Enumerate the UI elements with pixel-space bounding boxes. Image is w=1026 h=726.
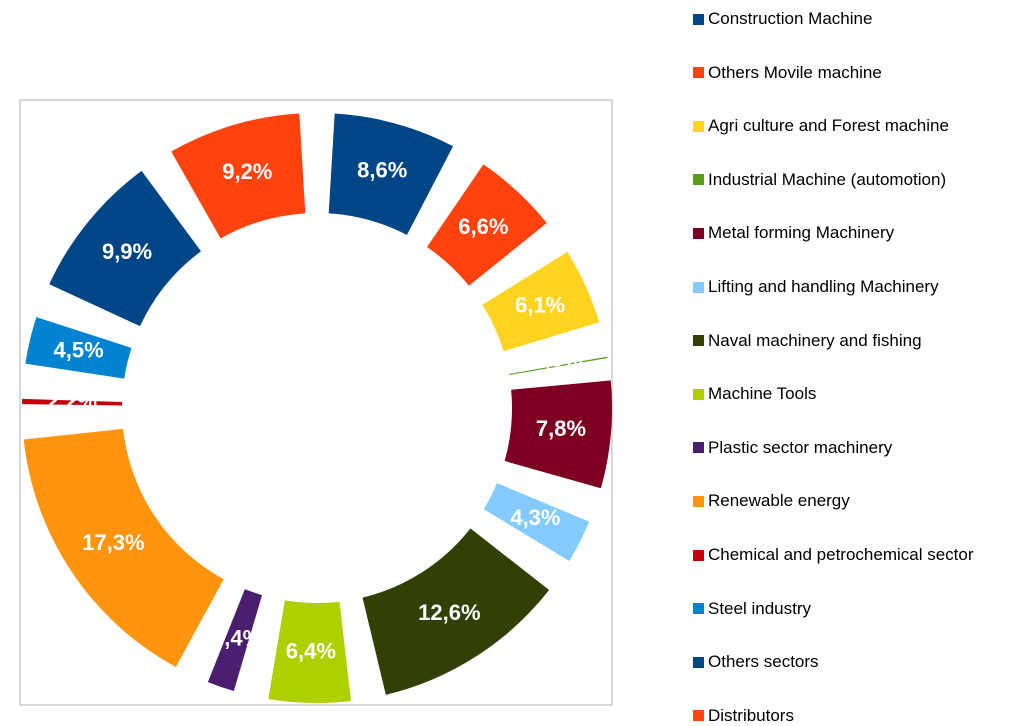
data-label: 3,4% (212, 625, 262, 650)
data-label: 4,3% (510, 505, 560, 530)
legend-label: Chemical and petrochemical sector (708, 545, 974, 564)
donut-segment (25, 317, 132, 379)
legend-label: Others sectors (708, 652, 819, 672)
donut-segment (328, 113, 454, 235)
data-label: 17,3% (82, 530, 144, 555)
legend-item: Machine Tools (693, 384, 816, 404)
legend-label: Naval machinery and fishing (708, 330, 922, 350)
legend-swatch (693, 281, 704, 293)
legend-item: Steel industry (693, 599, 811, 619)
donut-segment (22, 398, 123, 406)
donut-segment (482, 251, 600, 352)
legend-item: Others Movile machine (693, 63, 882, 83)
data-label: 6,1% (515, 292, 565, 317)
legend-label: Renewable energy (708, 491, 850, 511)
legend-item: Others sectors (693, 652, 819, 672)
legend-swatch (693, 67, 704, 79)
legend-label: Steel industry (708, 598, 811, 618)
donut-segment (207, 589, 263, 692)
legend-swatch (693, 549, 704, 561)
legend-label: Machine Tools (708, 384, 817, 404)
donut-segment (426, 164, 547, 286)
data-label: 4,5% (53, 337, 103, 362)
donut-segment (49, 170, 202, 327)
donut-segment (483, 483, 590, 561)
data-label: 9,9% (102, 239, 152, 264)
donut-segment (504, 380, 612, 489)
legend-swatch (693, 13, 704, 25)
data-label: 1,3% (532, 346, 582, 371)
donut-segment (268, 600, 352, 703)
legend-label: Distributors (708, 705, 794, 725)
donut-segment (171, 113, 306, 239)
legend-swatch (693, 174, 704, 186)
legend-item: Metal forming Machinery (693, 223, 894, 243)
legend-label: Others Movile machine (708, 62, 882, 82)
legend-swatch (693, 603, 704, 615)
legend-label: Metal forming Machinery (708, 223, 895, 243)
plot-frame (19, 99, 613, 706)
donut-segment (23, 428, 224, 668)
legend-item: Lifting and handling Machinery (693, 277, 939, 297)
donut-segment (509, 356, 608, 375)
legend-swatch (693, 120, 704, 132)
legend-swatch (693, 710, 704, 722)
data-label: 8,6% (357, 158, 407, 183)
data-label: 6,6% (458, 214, 508, 239)
legend-item: Agri culture and Forest machine (693, 116, 949, 136)
data-label: 6,4% (286, 639, 336, 664)
legend-swatch (693, 442, 704, 454)
legend-item: Industrial Machine (automotion) (693, 170, 946, 190)
legend-label: Plastic sector machinery (708, 437, 893, 457)
legend-item: Renewable energy (693, 491, 850, 511)
legend-item: Distributors (693, 706, 794, 726)
legend-swatch (693, 335, 704, 347)
legend-item: Construction Machine (693, 9, 872, 29)
data-label: 7,8% (536, 416, 586, 441)
legend-swatch (693, 495, 704, 507)
legend-swatch (693, 388, 704, 400)
legend-item: Naval machinery and fishing (693, 331, 922, 351)
legend-label: Lifting and handling Machinery (708, 277, 939, 296)
legend-label: Industrial Machine (automotion) (708, 169, 947, 189)
legend-item: Plastic sector machinery (693, 438, 892, 458)
legend-item: Chemical and petrochemical sector (693, 545, 974, 565)
data-label: 2,2% (47, 388, 97, 413)
legend-swatch (693, 227, 704, 239)
donut-segment (362, 528, 550, 695)
data-label: 9,2% (222, 159, 272, 184)
data-label: 12,6% (418, 600, 480, 625)
legend-swatch (693, 656, 704, 668)
legend-label: Construction Machine (708, 9, 873, 28)
legend-label: Agri culture and Forest machine (708, 116, 949, 136)
